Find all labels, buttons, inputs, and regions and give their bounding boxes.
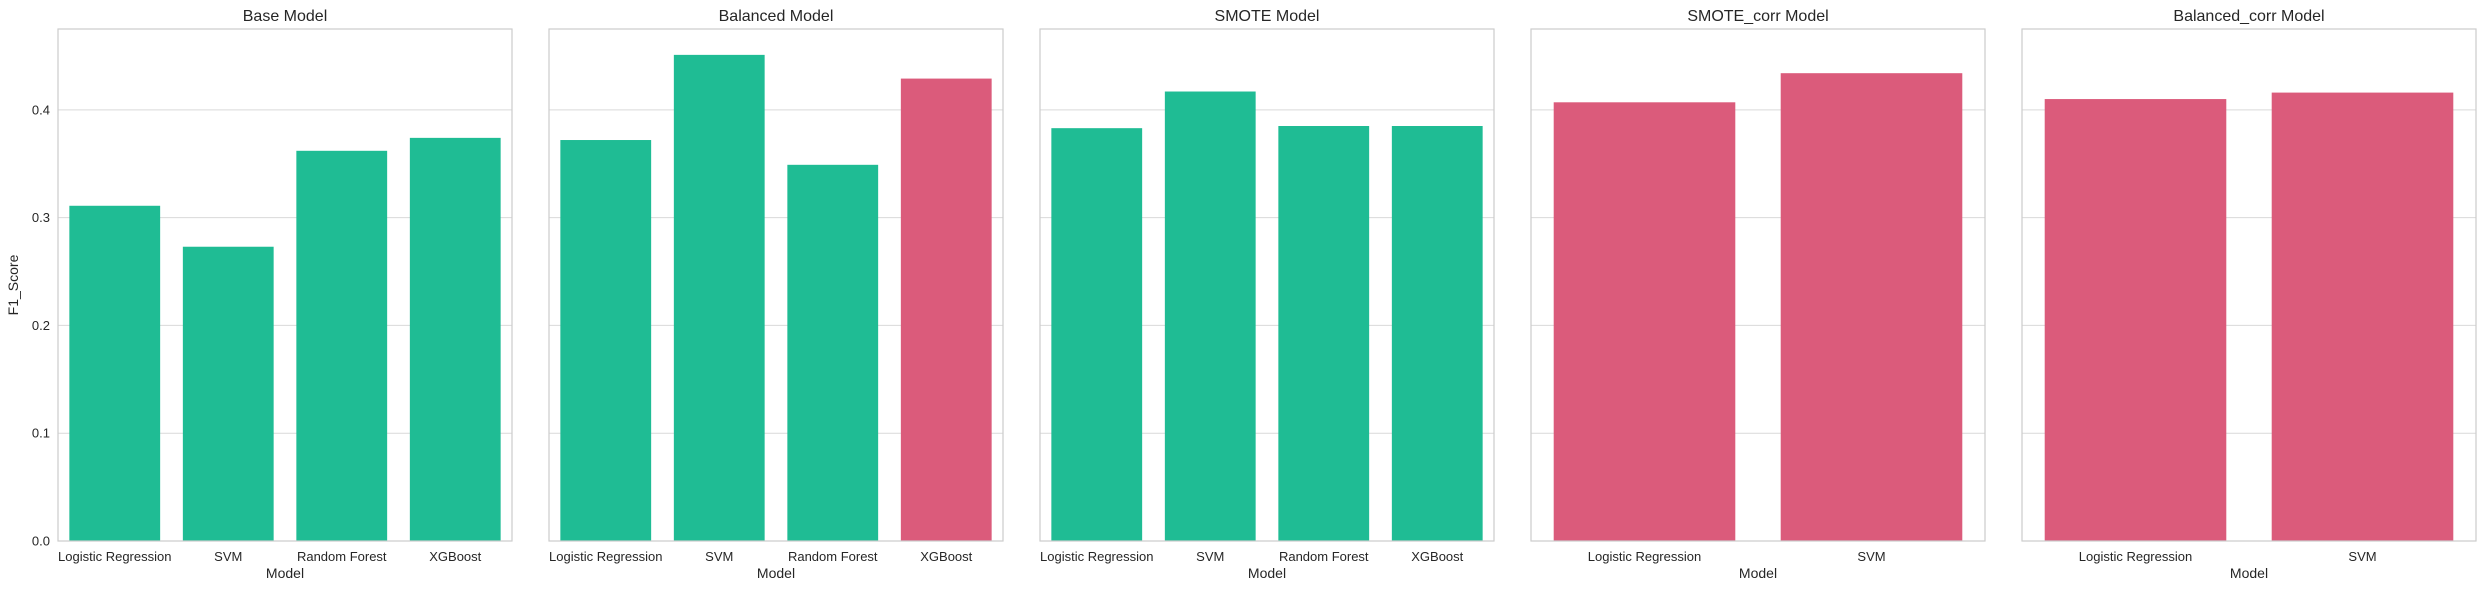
x-tick-label: Random Forest bbox=[297, 549, 387, 564]
axes-frame bbox=[2021, 28, 2477, 542]
bar-logistic-regression bbox=[1553, 102, 1736, 541]
x-tick-label: Random Forest bbox=[1279, 549, 1369, 564]
subplot-title: Balanced_corr Model bbox=[2173, 8, 2324, 25]
axes-frame bbox=[1039, 28, 1495, 542]
x-axis-label: Model bbox=[1248, 565, 1286, 581]
axes-frame bbox=[57, 28, 513, 542]
bar-logistic-regression bbox=[560, 140, 652, 541]
x-tick-label: SVM bbox=[1857, 549, 1885, 564]
y-tick-label: 0.0 bbox=[32, 534, 50, 549]
subplot-title: SMOTE Model bbox=[1215, 8, 1320, 25]
x-tick-label: XGBoost bbox=[429, 549, 481, 564]
bar-svm bbox=[1164, 91, 1256, 542]
bar-svm bbox=[2271, 92, 2454, 541]
axes-frame bbox=[1530, 28, 1986, 542]
subplot-title: SMOTE_corr Model bbox=[1687, 8, 1828, 25]
x-tick-label: SVM bbox=[2348, 549, 2376, 564]
bar-random-forest bbox=[787, 164, 879, 541]
x-tick-label: Random Forest bbox=[788, 549, 878, 564]
subplot-title: Base Model bbox=[243, 8, 328, 25]
bar-svm bbox=[673, 54, 765, 541]
bar-logistic-regression bbox=[1051, 128, 1143, 541]
x-tick-label: Logistic Regression bbox=[58, 549, 171, 564]
y-tick-label: 0.3 bbox=[32, 210, 50, 225]
bar-logistic-regression bbox=[2044, 99, 2227, 541]
subplot-1: Logistic Regression SVM Random Forest XGBoo… bbox=[5, 8, 513, 581]
y-axis-label: F1_Score bbox=[5, 254, 21, 315]
x-axis-label: Model bbox=[266, 565, 304, 581]
axes-frame bbox=[548, 28, 1004, 542]
x-axis-label: Model bbox=[2230, 565, 2268, 581]
x-tick-label: Logistic Regression bbox=[549, 549, 662, 564]
x-tick-label: SVM bbox=[1196, 549, 1224, 564]
bar-logistic-regression bbox=[69, 205, 161, 542]
x-tick-label: SVM bbox=[705, 549, 733, 564]
y-tick-label: 0.2 bbox=[32, 318, 50, 333]
subplot-2: Logistic Regression SVM Random Forest XGBoo… bbox=[548, 8, 1004, 581]
x-tick-label: Logistic Regression bbox=[1040, 549, 1153, 564]
bar-xgboost bbox=[409, 137, 501, 541]
subplot-title: Balanced Model bbox=[719, 8, 834, 25]
bar-xgboost bbox=[900, 78, 992, 541]
x-axis-label: Model bbox=[1739, 565, 1777, 581]
bar-random-forest bbox=[1278, 126, 1370, 541]
x-tick-label: SVM bbox=[214, 549, 242, 564]
subplot-3: Logistic Regression SVM Random Forest XGBoo… bbox=[1039, 8, 1495, 581]
subplot-5: Logistic Regression SVM Balanced_corr Mode… bbox=[2021, 8, 2477, 581]
y-tick-label: 0.4 bbox=[32, 102, 50, 117]
x-tick-label: Logistic Regression bbox=[1588, 549, 1701, 564]
x-tick-label: XGBoost bbox=[1411, 549, 1463, 564]
subplot-4: Logistic Regression SVM SMOTE_corr Model Mo… bbox=[1530, 8, 1986, 581]
x-axis-label: Model bbox=[757, 565, 795, 581]
bar-xgboost bbox=[1391, 126, 1483, 541]
bar-svm bbox=[1780, 73, 1963, 541]
y-tick-label: 0.1 bbox=[32, 426, 50, 441]
bar-random-forest bbox=[296, 150, 388, 541]
bar-svm bbox=[182, 246, 274, 541]
x-tick-label: XGBoost bbox=[920, 549, 972, 564]
x-tick-label: Logistic Regression bbox=[2079, 549, 2192, 564]
